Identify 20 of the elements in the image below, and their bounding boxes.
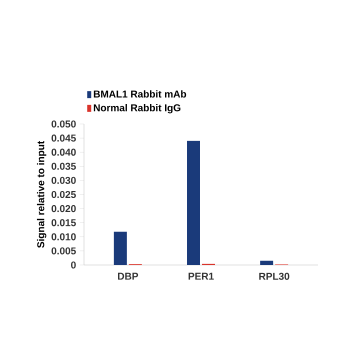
y-tick-label: 0 [71,261,76,269]
legend-label: BMAL1 Rabbit mAb [94,90,186,98]
bar [260,260,274,265]
y-axis-title: Signal relative to input [36,140,46,248]
y-tick-label: 0.010 [52,233,76,240]
y-tick-label: 0.040 [52,148,76,156]
bar [187,140,200,265]
legend-label: Normal Rabbit IgG [94,104,180,114]
x-tick-label: PER1 [188,272,214,280]
y-tick-label: 0.020 [52,205,76,212]
y-tick-label: 0.045 [52,134,76,142]
y-tick-label: 0.015 [52,219,76,226]
x-tick-label: DBP [118,272,138,280]
y-tick-label: 0.005 [52,247,76,254]
x-tick-label: RPL30 [259,272,290,280]
y-tick-label: 0.030 [52,176,76,184]
y-tick-label: 0.025 [52,190,76,198]
y-tick-label: 0.035 [52,162,76,170]
y-tick-label: 0.050 [52,120,76,128]
bar [114,232,127,265]
